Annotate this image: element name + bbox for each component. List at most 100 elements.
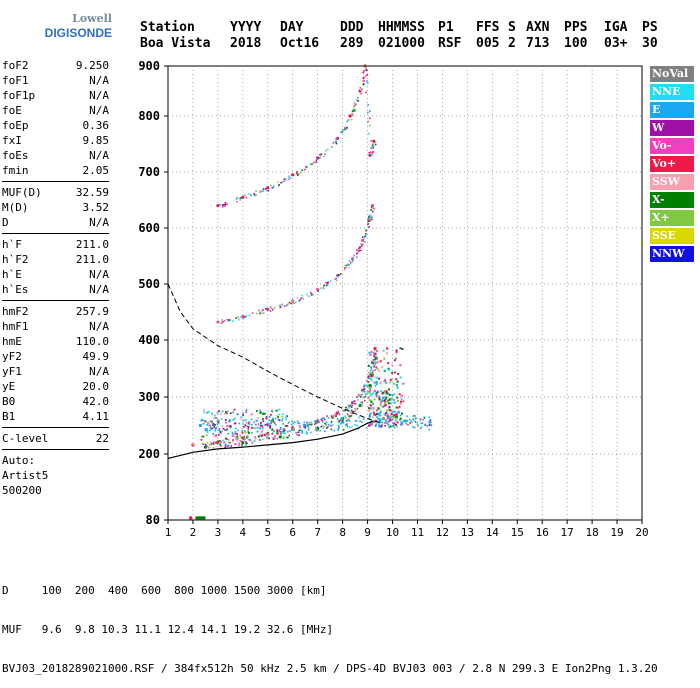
echo-dot	[378, 394, 381, 397]
param-value: N/A	[89, 149, 109, 162]
echo-dot	[242, 412, 244, 414]
echo-point	[373, 346, 377, 351]
echo-dot	[370, 423, 373, 426]
echo-dot	[415, 417, 417, 419]
echo-dot	[212, 441, 215, 444]
echo-dot	[364, 235, 367, 238]
param-name: fmin	[2, 164, 29, 177]
echo-dot	[245, 436, 248, 439]
param-value: 20.0	[82, 380, 110, 393]
echo-dot	[224, 419, 227, 421]
echo-dot	[370, 373, 373, 376]
echo-dot	[281, 419, 284, 422]
echo-dot	[377, 390, 380, 393]
echo-dot	[290, 302, 293, 305]
echo-dot	[332, 415, 335, 418]
echo-dot	[395, 423, 398, 426]
echo-dot	[337, 412, 340, 415]
echo-dot	[323, 418, 326, 421]
echo-dot	[232, 411, 234, 414]
echo-dot	[215, 435, 218, 438]
echo-dot	[420, 426, 423, 428]
echo-dot	[369, 151, 372, 153]
echo-dot	[223, 320, 226, 322]
echo-dot	[315, 419, 317, 422]
echo-dot	[323, 430, 326, 432]
echo-dot	[205, 427, 208, 430]
header-values: Boa Vista 2018 Oct16 289 021000 RSF 005 2 713 100…	[140, 36, 666, 52]
echo-dot	[201, 435, 203, 438]
echo-dot	[389, 425, 392, 428]
param-name: M(D)	[2, 201, 29, 214]
echo-dot	[353, 399, 356, 402]
echo-dot	[370, 386, 372, 388]
echo-dot	[262, 312, 265, 314]
x-tick-label: 1	[165, 526, 172, 539]
echo-dot	[247, 427, 250, 430]
echo-dot	[240, 316, 242, 318]
header-value: 289	[340, 36, 364, 51]
echo-dot	[368, 416, 371, 419]
echo-dot	[267, 433, 270, 435]
echo-dot	[241, 316, 244, 318]
echo-dot	[368, 226, 370, 228]
echo-dot	[251, 432, 253, 434]
echo-dot	[320, 425, 322, 428]
echo-dot	[233, 422, 236, 425]
echo-dot	[387, 402, 390, 405]
echo-dot	[370, 374, 373, 377]
echo-dot	[354, 104, 356, 107]
echo-dot	[373, 140, 376, 143]
echo-dot	[414, 421, 417, 424]
echo-dot	[277, 181, 279, 183]
echo-dot	[286, 415, 288, 418]
echo-dot	[279, 426, 282, 429]
echo-dot	[393, 423, 396, 426]
echo-dot	[220, 440, 222, 443]
echo-dot	[335, 412, 338, 414]
echo-dot	[354, 408, 356, 410]
param-name: yF1	[2, 365, 22, 378]
echo-dot	[370, 217, 372, 220]
echo-dot	[350, 415, 353, 417]
echo-dot	[382, 391, 385, 394]
echo-dot	[301, 169, 303, 172]
echo-dot	[259, 189, 262, 192]
header-label: IGA	[604, 20, 628, 35]
ionogram-chart: 1 2 3 4 5 6 7 8 9 10 11 12 13 14 15 16 17 18 19 20802003004…	[138, 59, 648, 539]
y-tick-label: 800	[138, 109, 160, 123]
echo-dot	[400, 395, 403, 398]
echo-dot	[279, 181, 282, 184]
echo-dot	[359, 404, 362, 406]
echo-dot	[304, 168, 306, 171]
echo-dot	[253, 421, 255, 424]
echo-dot	[327, 417, 330, 419]
echo-dot	[342, 410, 345, 412]
echo-dot	[273, 307, 276, 309]
echo-dot	[276, 430, 278, 432]
x-tick-label: 13	[461, 526, 474, 539]
echo-dot	[296, 431, 299, 434]
echo-point	[203, 445, 208, 449]
echo-dot	[352, 402, 355, 405]
echo-dot	[353, 105, 356, 108]
echo-dot	[353, 254, 355, 257]
echo-dot	[399, 376, 402, 379]
param-row: fmin 2.05	[2, 163, 109, 178]
echo-dot	[399, 364, 402, 367]
echo-dot	[382, 405, 385, 408]
param-row: h`F2 211.0	[2, 252, 109, 267]
echo-dot	[309, 432, 312, 434]
param-name: B1	[2, 410, 16, 423]
echo-dot	[316, 422, 319, 424]
echo-dot	[368, 117, 371, 120]
echo-dot	[388, 426, 391, 429]
echo-dot	[245, 196, 248, 199]
y-tick-label: 500	[138, 277, 160, 291]
param-row: fxI 9.85	[2, 133, 109, 148]
echo-dot	[406, 415, 408, 418]
echo-dot	[348, 406, 350, 409]
echo-dot	[385, 422, 388, 425]
echo-dot	[354, 403, 357, 405]
echo-dot	[290, 423, 293, 426]
